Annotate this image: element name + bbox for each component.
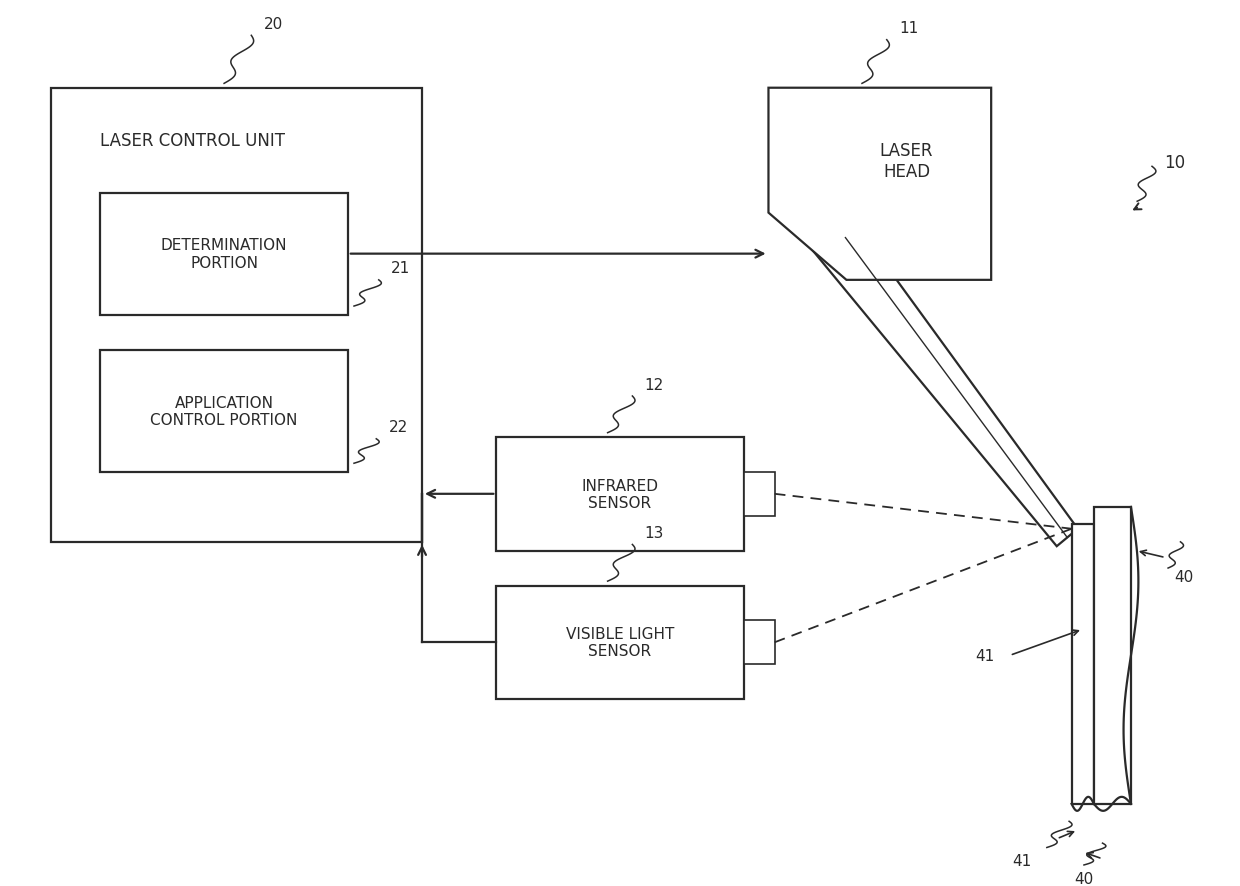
Text: 13: 13 [645, 525, 665, 540]
Text: LASER
HEAD: LASER HEAD [880, 142, 934, 181]
Text: 10: 10 [1164, 154, 1185, 172]
Bar [100, 193, 347, 315]
Text: INFRARED
SENSOR: INFRARED SENSOR [582, 478, 658, 510]
Text: 40: 40 [1074, 871, 1094, 886]
Bar [1094, 508, 1131, 804]
Bar [496, 586, 744, 699]
Text: DETERMINATION
PORTION: DETERMINATION PORTION [161, 238, 288, 270]
Text: APPLICATION
CONTROL PORTION: APPLICATION CONTROL PORTION [150, 395, 298, 428]
Text: 22: 22 [388, 420, 408, 435]
Text: 21: 21 [391, 261, 410, 276]
Bar [1071, 525, 1094, 804]
Text: 12: 12 [645, 377, 663, 392]
Text: 20: 20 [264, 17, 283, 32]
Polygon shape [786, 219, 1078, 547]
Text: 41: 41 [1013, 853, 1032, 868]
Bar [100, 350, 347, 472]
Text: 11: 11 [899, 21, 919, 36]
Bar [744, 621, 775, 664]
Text: VISIBLE LIGHT
SENSOR: VISIBLE LIGHT SENSOR [565, 626, 675, 658]
Bar [496, 438, 744, 551]
Text: 41: 41 [976, 649, 994, 663]
Bar [744, 472, 775, 516]
Bar [51, 89, 422, 542]
Text: LASER CONTROL UNIT: LASER CONTROL UNIT [100, 132, 285, 150]
Text: 40: 40 [1174, 570, 1194, 585]
Polygon shape [769, 89, 991, 281]
